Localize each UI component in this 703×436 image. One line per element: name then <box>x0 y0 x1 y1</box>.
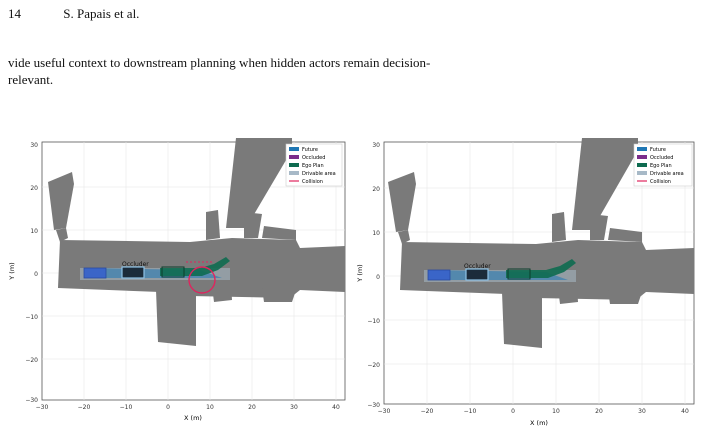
legend-label: Future <box>650 147 666 153</box>
occluded-actor <box>427 269 451 281</box>
x-tick-label: 30 <box>290 404 298 411</box>
x-tick-label: −10 <box>120 404 133 411</box>
y-tick-label: −20 <box>25 357 38 364</box>
occluder-box <box>465 268 489 281</box>
body-paragraph: vide useful context to downstream planni… <box>8 54 698 88</box>
x-tick-label: 40 <box>332 404 340 411</box>
legend: Future Occluded Ego Plan Drivable area C… <box>285 143 343 187</box>
y-tick-labels: 30 20 10 0 −10 −20 −30 <box>367 142 380 409</box>
occluder-box <box>121 266 145 279</box>
ego-vehicle <box>161 266 185 278</box>
x-tick-label: 20 <box>248 404 256 411</box>
legend-swatch-occluded <box>289 155 299 159</box>
legend-label: Occluded <box>650 155 673 161</box>
legend-label: Drivable area <box>650 171 684 177</box>
y-tick-label: −30 <box>367 402 380 409</box>
occluder-label: Occluder <box>122 261 149 268</box>
x-tick-label: 10 <box>206 404 214 411</box>
bev-plot-left: Occluder Future Occluded Ego Plan Drivab… <box>8 138 346 422</box>
legend-label: Drivable area <box>302 171 336 177</box>
x-tick-label: −10 <box>464 408 477 415</box>
paragraph-line: vide useful context to downstream planni… <box>8 55 431 70</box>
y-tick-label: −20 <box>367 362 380 369</box>
paragraph-line: relevant. <box>8 72 54 87</box>
legend-swatch-future <box>637 147 647 151</box>
x-axis-label: X (m) <box>530 419 548 427</box>
x-tick-label: −30 <box>378 408 391 415</box>
y-tick-label: 10 <box>372 230 380 237</box>
x-tick-labels: −30 −20 −10 0 10 20 30 40 <box>378 408 689 415</box>
page-number: 14 <box>8 6 21 21</box>
page-header: 14 S. Papais et al. <box>8 6 139 22</box>
x-tick-label: −20 <box>78 404 91 411</box>
y-tick-label: 0 <box>376 274 380 281</box>
x-tick-label: −20 <box>421 408 434 415</box>
y-tick-label: 30 <box>30 142 38 149</box>
y-tick-label: −10 <box>25 314 38 321</box>
y-tick-label: −10 <box>367 318 380 325</box>
x-tick-label: 0 <box>166 404 170 411</box>
x-tick-label: 40 <box>681 408 689 415</box>
running-authors: S. Papais et al. <box>63 6 140 21</box>
y-tick-labels: 30 20 10 0 −10 −20 −30 <box>25 142 38 404</box>
x-axis-label: X (m) <box>184 414 202 422</box>
occluded-actor <box>83 267 107 279</box>
bev-plot-right: Occluder Future Occluded Ego Plan Drivab… <box>356 138 695 427</box>
legend-swatch-ego-plan <box>289 163 299 167</box>
legend-swatch-drivable <box>289 171 299 175</box>
ego-vehicle <box>507 268 531 280</box>
collision-circle <box>188 266 216 294</box>
occluder-label: Occluder <box>464 263 491 270</box>
x-tick-label: −30 <box>36 404 49 411</box>
legend-label: Collision <box>650 179 671 185</box>
legend-swatch-ego-plan <box>637 163 647 167</box>
y-tick-label: 10 <box>30 228 38 235</box>
legend-label: Collision <box>302 179 323 185</box>
y-tick-label: 20 <box>30 185 38 192</box>
legend-swatch-occluded <box>637 155 647 159</box>
y-axis-label: Y (m) <box>8 262 16 280</box>
figure-panel-right: Occluder Future Occluded Ego Plan Drivab… <box>354 130 699 435</box>
x-tick-labels: −30 −20 −10 0 10 20 30 40 <box>36 404 340 411</box>
legend-label: Ego Plan <box>650 163 672 169</box>
legend-swatch-drivable <box>637 171 647 175</box>
figure-panel-left: Occluder Future Occluded Ego Plan Drivab… <box>0 130 350 435</box>
legend: Future Occluded Ego Plan Drivable area C… <box>633 143 693 187</box>
x-tick-label: 20 <box>595 408 603 415</box>
x-tick-label: 10 <box>552 408 560 415</box>
legend-swatch-future <box>289 147 299 151</box>
legend-label: Occluded <box>302 155 325 161</box>
y-tick-label: 20 <box>372 186 380 193</box>
y-tick-label: −30 <box>25 397 38 404</box>
y-tick-label: 30 <box>372 142 380 149</box>
legend-label: Future <box>302 147 318 153</box>
x-tick-label: 0 <box>511 408 515 415</box>
ego-plan <box>506 259 576 278</box>
y-axis-label: Y (m) <box>356 264 364 282</box>
y-tick-label: 0 <box>34 271 38 278</box>
x-tick-label: 30 <box>638 408 646 415</box>
legend-label: Ego Plan <box>302 163 324 169</box>
